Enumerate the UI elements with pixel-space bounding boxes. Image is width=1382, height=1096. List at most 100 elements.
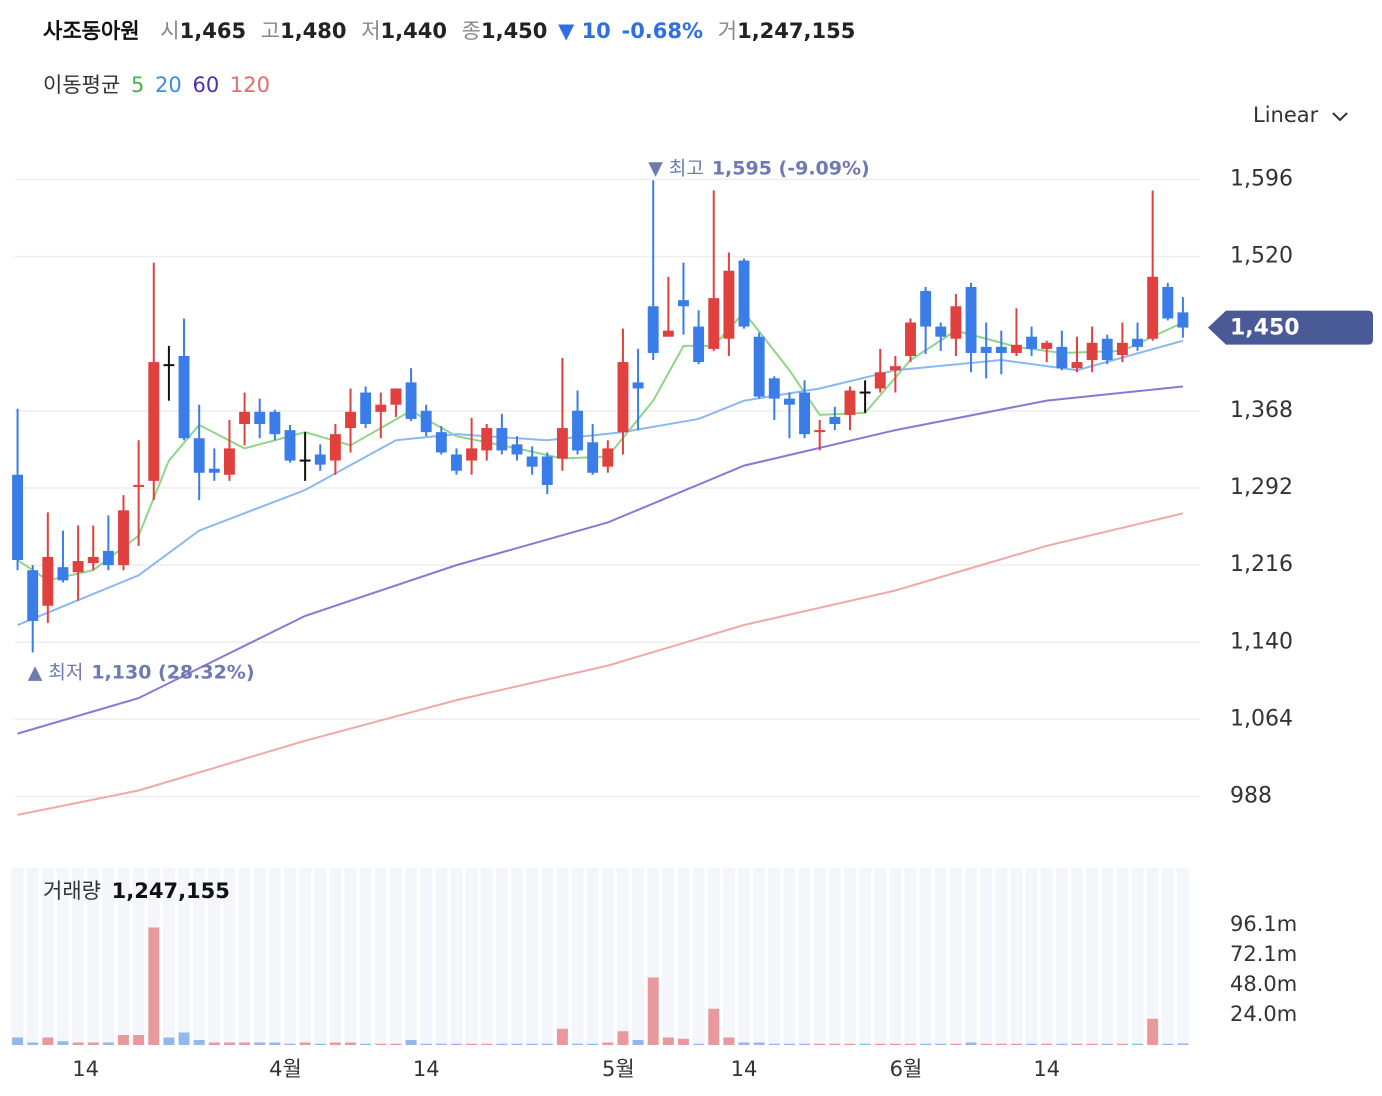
volume-stripe <box>1010 868 1023 1045</box>
volume-bar <box>72 1042 84 1045</box>
volume-bar <box>829 1043 841 1045</box>
volume-bar <box>708 1008 720 1045</box>
grid <box>15 178 1200 798</box>
y-tick-label: 1,064 <box>1230 706 1293 731</box>
quote-value: 1,440 <box>381 19 447 43</box>
candle-body <box>57 567 69 581</box>
scale-dropdown[interactable]: Linear <box>1253 103 1348 127</box>
candle-body <box>360 392 372 425</box>
volume-bar <box>1026 1043 1038 1045</box>
candle-body <box>738 260 750 327</box>
volume-stripe <box>299 868 312 1045</box>
candle-body <box>1101 338 1113 361</box>
volume-bar <box>481 1043 493 1045</box>
candle-body <box>224 448 235 475</box>
volume-bar <box>208 1042 220 1045</box>
volume-bar <box>950 1043 962 1045</box>
volume-bar <box>1116 1043 1128 1045</box>
quote-value: 1,450 <box>481 19 547 43</box>
candle-body <box>874 372 886 389</box>
volume-stripe <box>177 868 191 1045</box>
volume-stripe <box>904 868 917 1045</box>
volume-bar <box>738 1042 750 1045</box>
candle-body <box>783 398 795 405</box>
candle-body <box>27 570 39 621</box>
candle-body <box>1026 336 1038 349</box>
candle-body <box>541 456 553 485</box>
volume-stripe <box>783 868 796 1045</box>
volume-bar <box>995 1043 1007 1045</box>
volume-bar <box>859 1043 871 1045</box>
volume-bar <box>511 1043 523 1045</box>
volume-stripe <box>677 868 690 1045</box>
volume-stripe <box>1146 868 1159 1045</box>
candle-body <box>1056 346 1068 369</box>
volume-bar <box>148 927 160 1045</box>
volume-bar <box>1041 1043 1053 1045</box>
x-tick-label: 5월 <box>602 1057 635 1081</box>
volume-stripe <box>1070 868 1084 1045</box>
candle-body <box>496 428 508 451</box>
volume-stripe <box>949 868 962 1045</box>
volume-stripe <box>722 868 735 1045</box>
volume-bar <box>1071 1043 1083 1045</box>
volume-bar <box>753 1042 765 1045</box>
volume-stripe <box>874 868 887 1045</box>
volume-bar <box>723 1037 735 1045</box>
candle-body <box>1177 312 1189 328</box>
quote-label: 저 <box>361 19 380 43</box>
volume-stripe <box>919 868 932 1045</box>
candle-body <box>905 322 916 356</box>
volume-stripe <box>601 868 614 1045</box>
chevron[interactable] <box>1332 112 1348 122</box>
price-tag <box>1208 310 1373 345</box>
volume-bar <box>193 1040 205 1045</box>
volume-bar <box>632 1040 644 1045</box>
volume-bar <box>874 1043 886 1045</box>
volume-stripe <box>859 868 872 1045</box>
volume-title: 거래량 1,247,155 <box>43 879 230 903</box>
volume-stripe <box>616 868 629 1045</box>
volume-bar <box>814 1043 826 1045</box>
volume-bar <box>920 1043 932 1045</box>
volume-bar <box>905 1043 916 1045</box>
volume-stripe <box>450 868 463 1045</box>
candle-body <box>375 404 387 412</box>
y-tick-label: 1,216 <box>1230 552 1293 577</box>
candles <box>12 180 1189 653</box>
price-tag-label: 1,450 <box>1230 316 1300 341</box>
candle-body <box>1147 276 1159 339</box>
candle-body <box>678 300 689 307</box>
legend-entry: 60 <box>192 73 219 97</box>
annotation-value: 1,130 (28.32%) <box>91 661 254 683</box>
volume-stripe <box>1176 868 1189 1045</box>
volume-bar <box>87 1042 99 1045</box>
annotation: ▼ 최고 1,595 (-9.09%) <box>648 157 870 179</box>
volume-bar <box>1010 1043 1022 1045</box>
candle-body <box>118 510 129 566</box>
candle-body <box>965 286 977 353</box>
volume-bar <box>1086 1043 1098 1045</box>
candle-body <box>602 448 614 467</box>
volume-bar <box>693 1043 705 1045</box>
candle-body <box>269 411 281 435</box>
volume-bar <box>405 1040 417 1045</box>
volume-stripe <box>435 868 448 1045</box>
volume-bar <box>102 1042 114 1045</box>
volume-bar <box>587 1043 599 1045</box>
x-tick-label: 14 <box>1033 1057 1060 1081</box>
candle-body <box>587 442 599 473</box>
volume-bar <box>980 1043 992 1045</box>
ma-title: 이동평균 <box>43 73 120 97</box>
volume-stripe <box>56 868 70 1045</box>
volume-stripe <box>480 868 493 1045</box>
volume-stripe <box>1086 868 1099 1045</box>
x-tick-label: 14 <box>731 1057 758 1081</box>
x-tick-label: 14 <box>413 1057 440 1081</box>
volume-stripe <box>571 868 584 1045</box>
quote-label: 종 <box>462 19 481 43</box>
candle-body <box>768 378 780 399</box>
candle-body <box>345 411 356 429</box>
scale-mode[interactable]: Linear <box>1253 103 1319 127</box>
volume-stripe <box>632 868 645 1045</box>
